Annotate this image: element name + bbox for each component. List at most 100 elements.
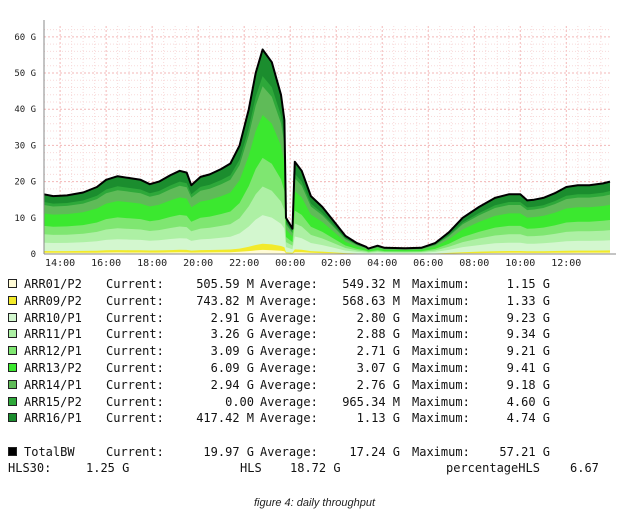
legend-row-arr12-p1: ARR12/P1 Current: 3.09 G Average: 2.71 G Maxi… — [8, 343, 618, 359]
legend-current-label: Current: — [106, 377, 164, 392]
legend-maximum-label: Maximum: — [412, 411, 470, 426]
y-tick-label: 0 — [31, 250, 36, 260]
legend-average-label: Average: — [260, 293, 318, 308]
legend-average-label: Average: — [260, 310, 318, 325]
legend-maximum-value: 1.33 G — [506, 293, 550, 308]
legend-current-value: 3.26 G — [210, 327, 254, 342]
legend-row-arr13-p2: ARR13/P2 Current: 6.09 G Average: 3.07 G Maxi… — [8, 360, 618, 376]
legend-swatch — [8, 396, 17, 406]
legend-maximum-label: Maximum: — [412, 293, 470, 308]
legend-current-label: Current: — [106, 293, 164, 308]
stacked-areas — [44, 49, 610, 254]
legend-current-value: 505.59 M — [196, 277, 254, 291]
y-tick-labels: 0 10 G 20 G 30 G 40 G 50 G 60 G — [14, 33, 36, 260]
legend-average-label: Average: — [260, 361, 318, 375]
legend-maximum-value: 1.15 G — [506, 277, 550, 291]
y-tick-label: 30 G — [14, 141, 36, 151]
legend-row-arr10-p1: ARR10/P1 Current: 2.91 G Average: 2.80 G Maxi… — [8, 310, 618, 326]
legend-average-value: 965.34 M — [342, 394, 400, 409]
legend-average-value: 1.13 G — [356, 411, 400, 426]
legend-series-name: ARR09/P2 — [24, 293, 82, 308]
legend-series-name: ARR11/P1 — [24, 327, 82, 342]
legend-average-value: 2.71 G — [356, 344, 400, 359]
legend-series-name: ARR16/P1 — [24, 411, 82, 426]
legend-maximum-label: Maximum: — [412, 394, 470, 409]
legend-swatch — [8, 295, 17, 305]
x-tick-label: 00:00 — [275, 258, 305, 269]
legend-swatch — [8, 279, 17, 288]
y-tick-label: 40 G — [14, 105, 36, 115]
legend-average-value: 568.63 M — [342, 293, 400, 308]
legend-swatch — [8, 312, 17, 322]
area-arr09-p2 — [44, 243, 610, 254]
legend-average-value: 2.80 G — [356, 310, 400, 325]
legend-current-label: Current: — [106, 445, 164, 459]
legend-average-label: Average: — [260, 327, 318, 342]
legend-current-value: 2.94 G — [210, 377, 254, 392]
x-tick-label: 22:00 — [229, 258, 259, 269]
legend-average-label: Average: — [260, 377, 318, 392]
x-tick-label: 16:00 — [91, 258, 121, 269]
legend-series-name: ARR13/P2 — [24, 361, 82, 375]
legend-current-value: 743.82 M — [196, 293, 254, 308]
area-arr11-p1 — [44, 186, 610, 254]
legend-current-value: 417.42 M — [196, 411, 254, 426]
legend-current-label: Current: — [106, 394, 164, 409]
legend-current-value: 19.97 G — [203, 445, 254, 459]
legend-average-label: Average: — [260, 445, 318, 459]
x-tick-label: 18:00 — [137, 258, 167, 269]
legend-maximum-label: Maximum: — [412, 344, 470, 359]
legend-swatch — [8, 447, 17, 456]
x-tick-label: 04:00 — [367, 258, 397, 269]
hls30-label: HLS30: — [8, 461, 52, 475]
x-tick-label: 10:00 — [505, 258, 535, 269]
legend-series-name: ARR01/P2 — [24, 277, 82, 291]
legend-maximum-label: Maximum: — [412, 277, 470, 291]
legend-current-label: Current: — [106, 411, 164, 426]
legend-average-label: Average: — [260, 277, 318, 291]
legend-maximum-value: 9.34 G — [506, 327, 550, 342]
legend-current-value: 2.91 G — [210, 310, 254, 325]
hls-label: HLS — [240, 461, 262, 475]
legend-current-value: 6.09 G — [210, 361, 254, 375]
hls30-value: 1.25 G — [86, 461, 130, 475]
legend-maximum-label: Maximum: — [412, 445, 470, 459]
x-tick-label: 02:00 — [321, 258, 351, 269]
throughput-chart: 0 10 G 20 G 30 G 40 G 50 G 60 G 14:00 16:00 18:0… — [14, 20, 616, 269]
legend-series-name: ARR10/P1 — [24, 310, 82, 325]
legend-maximum-label: Maximum: — [412, 310, 470, 325]
legend-maximum-value: 9.18 G — [506, 377, 550, 392]
legend-current-label: Current: — [106, 277, 164, 291]
legend-average-label: Average: — [260, 344, 318, 359]
legend-row-arr09-p2: ARR09/P2 Current: 743.82 M Average: 568.63 M… — [8, 293, 618, 309]
legend-current-value: 3.09 G — [210, 344, 254, 359]
legend-series-name: ARR15/P2 — [24, 394, 82, 409]
legend-average-value: 17.24 G — [349, 445, 400, 459]
legend-current-value: 0.00 — [225, 394, 254, 409]
hls-value: 18.72 G — [290, 461, 341, 475]
x-tick-label: 06:00 — [413, 258, 443, 269]
legend-average-label: Average: — [260, 394, 318, 409]
legend-current-label: Current: — [106, 327, 164, 342]
legend-maximum-value: 9.21 G — [506, 344, 550, 359]
percentage-hls-label: percentageHLS — [446, 461, 540, 475]
x-tick-label: 14:00 — [45, 258, 75, 269]
legend-current-label: Current: — [106, 361, 164, 375]
legend-row-arr01-p2: ARR01/P2 Current: 505.59 M Average: 549.32 M… — [8, 276, 618, 292]
legend-swatch — [8, 329, 17, 339]
legend-average-value: 3.07 G — [356, 361, 400, 375]
legend-series-name: ARR14/P1 — [24, 377, 82, 392]
area-arr10-p1 — [44, 215, 610, 254]
legend-maximum-value: 9.41 G — [506, 361, 550, 375]
legend-average-value: 549.32 M — [342, 277, 400, 291]
legend-row-arr11-p1: ARR11/P1 Current: 3.26 G Average: 2.88 G Maxi… — [8, 326, 618, 342]
x-tick-label: 20:00 — [183, 258, 213, 269]
x-tick-labels: 14:00 16:00 18:00 20:00 22:00 00:00 02:00 04:00… — [45, 258, 581, 269]
legend-current-label: Current: — [106, 344, 164, 359]
total-bw-line — [43, 48, 611, 250]
y-tick-label: 10 G — [14, 214, 36, 224]
legend-swatch — [8, 346, 17, 356]
legend-swatch — [8, 413, 17, 423]
legend-average-value: 2.88 G — [356, 327, 400, 342]
legend-row-arr16-p1: ARR16/P1 Current: 417.42 M Average: 1.13 G Ma… — [8, 410, 618, 426]
